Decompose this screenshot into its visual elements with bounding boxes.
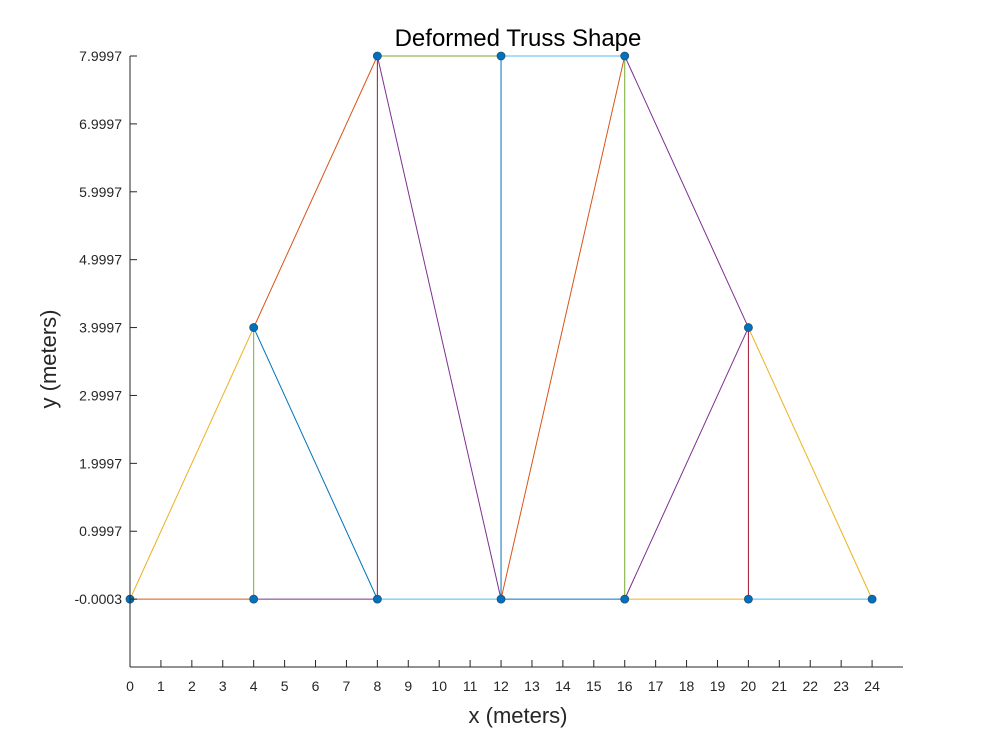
axes-layer <box>129 56 903 668</box>
y-tick-label: -0.0003 <box>75 591 123 607</box>
truss-member <box>500 55 626 600</box>
x-tick-label: 13 <box>524 678 540 694</box>
truss-node <box>249 323 259 332</box>
x-tick-label: 8 <box>373 678 381 694</box>
x-tick-label: 14 <box>555 678 571 694</box>
x-tick-label: 15 <box>586 678 602 694</box>
truss-node <box>620 594 630 604</box>
truss-node <box>496 594 506 604</box>
y-tick-label: 0.9997 <box>79 523 122 539</box>
x-tick-label: 19 <box>710 678 726 694</box>
x-tick-label: 1 <box>157 678 165 694</box>
x-tick-label: 12 <box>493 678 509 694</box>
x-tick-label: 23 <box>833 678 849 694</box>
x-axis-title: x (meters) <box>469 703 568 728</box>
truss-node <box>249 594 259 604</box>
y-tick-label: 3.9997 <box>79 320 122 336</box>
truss-node <box>372 594 382 604</box>
y-tick-label: 7.9997 <box>79 48 122 64</box>
y-tick-label: 5.9997 <box>79 184 122 200</box>
x-tick-label: 24 <box>864 678 880 694</box>
x-ticks: 0 1 2 3 4 5 6 7 8 9 10 11 12 13 14 15 16 17 18 19 20 21 22 23 24 <box>126 660 880 694</box>
truss-node <box>372 51 382 61</box>
x-tick-label: 0 <box>126 678 134 694</box>
x-tick-label: 2 <box>188 678 196 694</box>
truss-node <box>496 51 506 61</box>
truss-node <box>744 323 753 332</box>
x-tick-label: 9 <box>404 678 412 694</box>
y-tick-label: 6.9997 <box>79 116 122 132</box>
x-tick-label: 7 <box>343 678 351 694</box>
truss-member <box>376 55 502 600</box>
x-tick-label: 10 <box>431 678 447 694</box>
truss-node <box>744 594 753 604</box>
x-tick-label: 11 <box>463 678 478 694</box>
truss-member <box>253 327 378 600</box>
x-tick-label: 4 <box>250 678 258 694</box>
chart-title: Deformed Truss Shape <box>395 25 642 52</box>
truss-member <box>747 327 873 600</box>
truss-member <box>253 55 378 328</box>
truss-member <box>624 327 749 600</box>
x-tick-label: 16 <box>617 678 633 694</box>
truss-member <box>129 327 255 600</box>
y-axis-title: y (meters) <box>36 310 61 409</box>
members-layer <box>129 55 873 600</box>
x-tick-label: 22 <box>802 678 818 694</box>
x-tick-label: 5 <box>281 678 289 694</box>
x-tick-label: 18 <box>679 678 695 694</box>
truss-node <box>867 594 877 604</box>
x-tick-label: 6 <box>312 678 320 694</box>
x-tick-label: 17 <box>648 678 664 694</box>
y-tick-label: 2.9997 <box>79 387 122 403</box>
y-tick-label: 1.9997 <box>79 455 122 471</box>
x-tick-label: 3 <box>219 678 227 694</box>
y-tick-label: 4.9997 <box>79 252 122 268</box>
x-tick-label: 20 <box>741 678 757 694</box>
y-ticks: -0.0003 0.9997 1.9997 2.9997 3.9997 4.9997 5.9… <box>75 48 137 607</box>
x-tick-label: 21 <box>772 678 788 694</box>
truss-member <box>624 55 749 328</box>
truss-node <box>620 51 630 61</box>
nodes-layer <box>125 51 877 604</box>
